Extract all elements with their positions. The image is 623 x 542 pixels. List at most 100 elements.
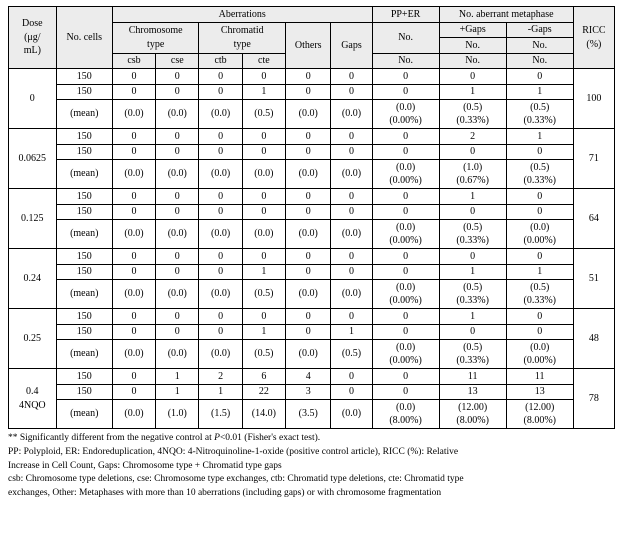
table-cell: 0 — [156, 84, 199, 100]
table-cell: 0 — [242, 69, 285, 85]
table-cell: (0.0) — [286, 160, 331, 189]
table-cell: 4 — [286, 369, 331, 385]
table-cell: 0 — [242, 129, 285, 145]
table-cell: 0 — [156, 264, 199, 280]
footnotes: ** Significantly different from the nega… — [8, 432, 615, 500]
table-mean-row: (mean)(0.0)(0.0)(0.0)(0.5)(0.0)(0.0)(0.0… — [9, 280, 615, 309]
table-cell: 0 — [506, 249, 573, 265]
table-cell: (0.0) — [156, 100, 199, 129]
mean-minus: (0.0)(0.00%) — [506, 340, 573, 369]
table-cell: 1 — [439, 189, 506, 205]
dose-value: 0.125 — [11, 213, 54, 225]
table-cell: (0.0) — [156, 280, 199, 309]
dose-cell: 0 — [9, 69, 57, 129]
table-row: 0.2515000000001048 — [9, 309, 615, 325]
table-cell: (0.0) — [199, 340, 242, 369]
mean-pp-top: (0.0) — [375, 222, 437, 234]
table-cell: 2 — [439, 129, 506, 145]
table-cell: 0 — [506, 309, 573, 325]
table-cell: 0 — [199, 84, 242, 100]
mean-pp: (0.0)(8.00%) — [372, 400, 439, 429]
hdr-minus-no: No. — [506, 38, 573, 54]
dose-value: 0.4 — [11, 386, 54, 398]
mean-pp-bot: (0.00%) — [375, 115, 437, 127]
table-cell: 0 — [506, 189, 573, 205]
mean-pp-top: (0.0) — [375, 162, 437, 174]
table-cell: 1 — [506, 129, 573, 145]
table-mean-row: (mean)(0.0)(0.0)(0.0)(0.5)(0.0)(0.5)(0.0… — [9, 340, 615, 369]
table-cell: (0.5) — [331, 340, 372, 369]
mean-minus-bot: (0.33%) — [509, 175, 571, 187]
table-cell: 0 — [439, 204, 506, 220]
table-cell: 1 — [506, 84, 573, 100]
table-header: Dose (μg/ mL) No. cells Aberrations PP+E… — [9, 7, 615, 69]
table-cell: 1 — [439, 264, 506, 280]
footnote-5: exchanges, Other: Metaphases with more t… — [8, 487, 615, 500]
table-cell: (0.0) — [112, 340, 155, 369]
table-cell: (0.0) — [331, 100, 372, 129]
table-cell: 0 — [242, 204, 285, 220]
table-cell: 0 — [506, 69, 573, 85]
mean-minus-bot: (0.33%) — [509, 115, 571, 127]
hdr-chromatid-type: Chromatid type — [199, 22, 286, 53]
table-cell: 0 — [156, 144, 199, 160]
hdr-dose: Dose (μg/ mL) — [9, 7, 57, 69]
table-row: 150000000000 — [9, 144, 615, 160]
table-cell: (0.0) — [199, 220, 242, 249]
table-row: 0.12515000000001064 — [9, 189, 615, 205]
hdr-ricc: RICC (%) — [573, 7, 614, 69]
mean-plus-top: (0.5) — [442, 342, 504, 354]
mean-plus: (12.00)(8.00%) — [439, 400, 506, 429]
mean-minus-top: (0.5) — [509, 162, 571, 174]
dose-cell: 0.0625 — [9, 129, 57, 189]
hdr-ricc-2: (%) — [576, 39, 612, 51]
table-cell: 150 — [56, 264, 112, 280]
mean-plus-top: (0.5) — [442, 102, 504, 114]
table-cell: 0 — [286, 144, 331, 160]
footnote-3: Increase in Cell Count, Gaps: Chromosome… — [8, 460, 615, 473]
table-cell: 11 — [439, 369, 506, 385]
table-cell: 150 — [56, 204, 112, 220]
mean-pp-bot: (0.00%) — [375, 235, 437, 247]
hdr-others: Others — [286, 22, 331, 69]
table-cell: 0 — [331, 69, 372, 85]
table-cell: 0 — [372, 129, 439, 145]
table-cell: 0 — [242, 144, 285, 160]
table-cell: 0 — [372, 84, 439, 100]
table-cell: (1.5) — [199, 400, 242, 429]
hdr-gaps: Gaps — [331, 22, 372, 69]
table-row: 0.44NQO1500126400111178 — [9, 369, 615, 385]
mean-minus-top: (12.00) — [509, 402, 571, 414]
table-cell: 0 — [439, 69, 506, 85]
table-cell: 0 — [199, 309, 242, 325]
table-cell: 0 — [331, 309, 372, 325]
table-cell: (0.0) — [199, 280, 242, 309]
table-cell: 0 — [331, 369, 372, 385]
footnote-2: PP: Polyploid, ER: Endoreduplication, 4N… — [8, 446, 615, 459]
table-cell: 0 — [372, 324, 439, 340]
dose-cell: 0.24 — [9, 249, 57, 309]
table-cell: 0 — [331, 384, 372, 400]
table-cell: 0 — [372, 144, 439, 160]
dose-cell: 0.25 — [9, 309, 57, 369]
table-cell: 6 — [242, 369, 285, 385]
ricc-cell: 64 — [573, 189, 614, 249]
hdr-chrom-type: Chromosome type — [112, 22, 199, 53]
table-cell: 0 — [112, 84, 155, 100]
table-cell: 0 — [199, 189, 242, 205]
table-cell: 0 — [286, 324, 331, 340]
table-cell: 0 — [286, 204, 331, 220]
mean-pp: (0.0)(0.00%) — [372, 220, 439, 249]
table-cell: 0 — [199, 69, 242, 85]
table-cell: 0 — [506, 204, 573, 220]
table-row: 150000101000 — [9, 324, 615, 340]
table-cell: (0.0) — [286, 100, 331, 129]
table-cell: 0 — [156, 69, 199, 85]
table-cell: 0 — [331, 249, 372, 265]
mean-plus-bot: (0.33%) — [442, 235, 504, 247]
table-row: 150000100011 — [9, 264, 615, 280]
dose-value: 0.25 — [11, 333, 54, 345]
table-cell: 0 — [331, 144, 372, 160]
table-cell: 13 — [439, 384, 506, 400]
table-cell: 1 — [242, 84, 285, 100]
